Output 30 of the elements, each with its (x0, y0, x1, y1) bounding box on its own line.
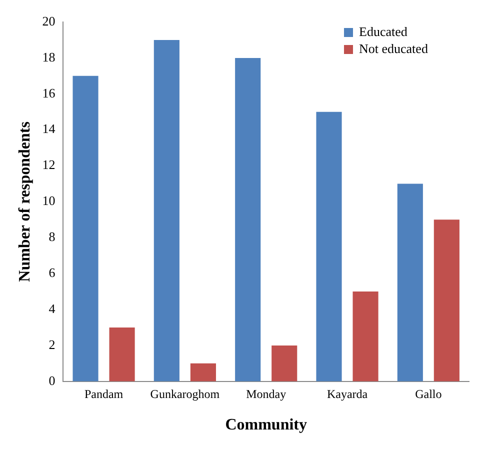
y-axis-title: Number of respondents (16, 122, 34, 282)
bar (352, 292, 378, 382)
y-tick-label: 18 (42, 49, 56, 64)
y-tick-label: 6 (48, 265, 56, 280)
y-tick-label: 0 (48, 372, 56, 388)
x-tick-label: Kayarda (326, 386, 368, 401)
bar (434, 220, 460, 382)
y-tick-label: 4 (48, 300, 56, 316)
y-tick-label: 16 (42, 85, 56, 100)
y-tick-label: 14 (42, 121, 56, 136)
bar (235, 58, 261, 382)
bar (397, 184, 423, 382)
y-tick-label: 8 (48, 229, 56, 244)
bar (154, 40, 180, 382)
x-tick-label: Pandam (84, 386, 124, 401)
y-tick-label: 10 (42, 193, 56, 208)
x-tick-label: Gunkaroghom (150, 386, 220, 401)
y-tick-label: 12 (42, 157, 56, 172)
x-tick-label: Gallo (415, 386, 442, 401)
bar (72, 76, 98, 382)
bar (109, 327, 135, 382)
x-axis-title: Community (225, 416, 307, 434)
bar (272, 345, 298, 382)
legend-label: Not educated (359, 41, 428, 57)
x-tick-label: Monday (246, 386, 286, 401)
legend-label: Educated (359, 24, 408, 40)
bar (316, 112, 342, 382)
bar (190, 363, 216, 382)
y-tick-label: 20 (42, 13, 56, 28)
y-tick-label: 2 (48, 336, 56, 352)
